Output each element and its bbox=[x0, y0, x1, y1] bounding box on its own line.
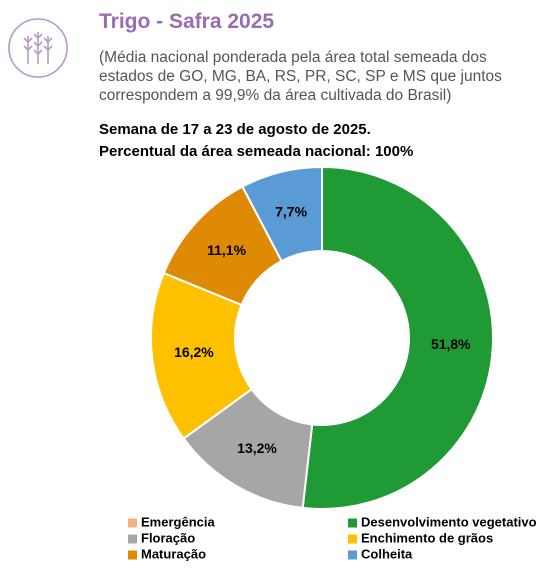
legend-label: Emergência bbox=[141, 514, 215, 529]
legend-swatch bbox=[348, 534, 357, 544]
legend-swatch bbox=[128, 534, 137, 544]
legend-swatch bbox=[128, 550, 137, 560]
legend-label: Maturação bbox=[141, 546, 206, 561]
chart-title: Trigo - Safra 2025 bbox=[99, 10, 275, 33]
data-label: 51,8% bbox=[431, 336, 471, 352]
donut-slice bbox=[241, 165, 323, 263]
data-label: 11,1% bbox=[207, 242, 246, 258]
wheat-icon bbox=[8, 18, 68, 78]
legend-label: Floração bbox=[141, 530, 195, 545]
legend-label: Enchimento de grãos bbox=[361, 530, 493, 545]
headline: Percentual da área semeada nacional: 100… bbox=[99, 143, 414, 160]
legend-swatch bbox=[128, 518, 137, 528]
donut-slice bbox=[301, 165, 494, 510]
chart-subtitle: (Média nacional ponderada pela área tota… bbox=[99, 49, 502, 104]
legend-label: Colheita bbox=[361, 546, 413, 561]
data-label: 13,2% bbox=[237, 440, 277, 456]
legend-label: Desenvolvimento vegetativo bbox=[361, 514, 537, 529]
legend-swatch bbox=[348, 550, 357, 560]
legend-swatch bbox=[348, 518, 357, 528]
headline: Semana de 17 a 23 de agosto de 2025. bbox=[99, 121, 371, 138]
data-label: 7,7% bbox=[275, 203, 307, 219]
data-label: 16,2% bbox=[174, 344, 214, 360]
